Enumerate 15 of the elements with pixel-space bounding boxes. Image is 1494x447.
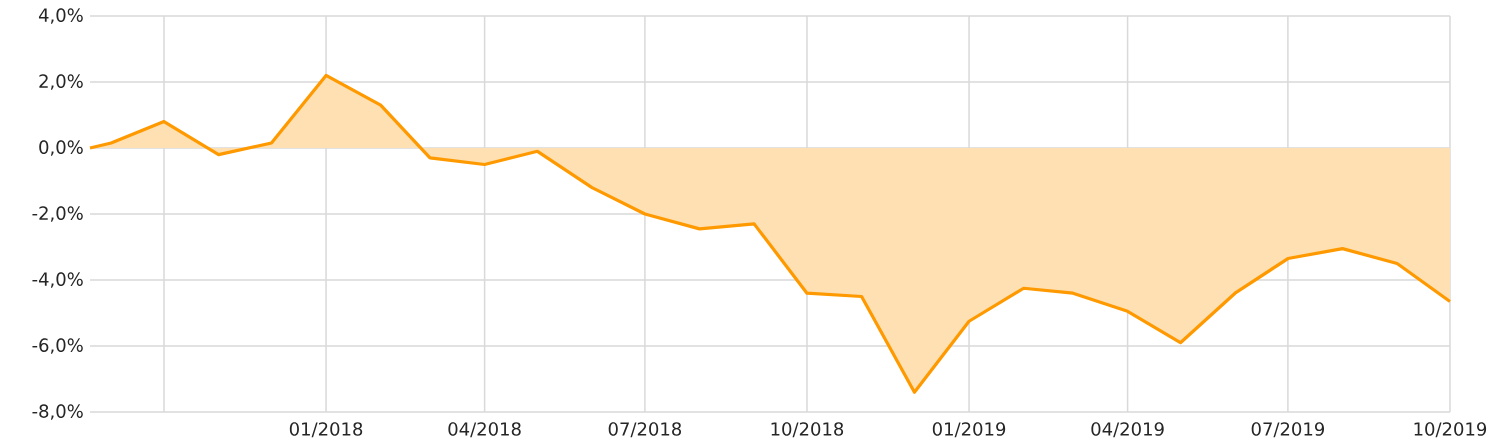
y-tick-label: 4,0% [38,8,83,24]
x-tick-label: 07/2019 [1251,422,1325,438]
y-tick-label: 2,0% [39,74,83,90]
x-tick-label: 10/2018 [771,422,844,438]
y-tick-label: 0,0% [39,140,83,156]
x-tick-label: 01/2018 [289,422,363,438]
x-tick-label: 10/2019 [1414,422,1487,438]
y-tick-label: -6,0% [32,338,83,354]
y-tick-label: -8,0% [32,404,83,420]
y-tick-label: -4,0% [32,272,83,288]
x-tick-label: 07/2018 [608,422,682,438]
x-tick-label: 04/2019 [1091,422,1164,438]
y-tick-label: -2,0% [32,206,83,222]
x-tick-label: 04/2018 [448,422,521,438]
x-tick-label: 01/2019 [932,422,1006,438]
